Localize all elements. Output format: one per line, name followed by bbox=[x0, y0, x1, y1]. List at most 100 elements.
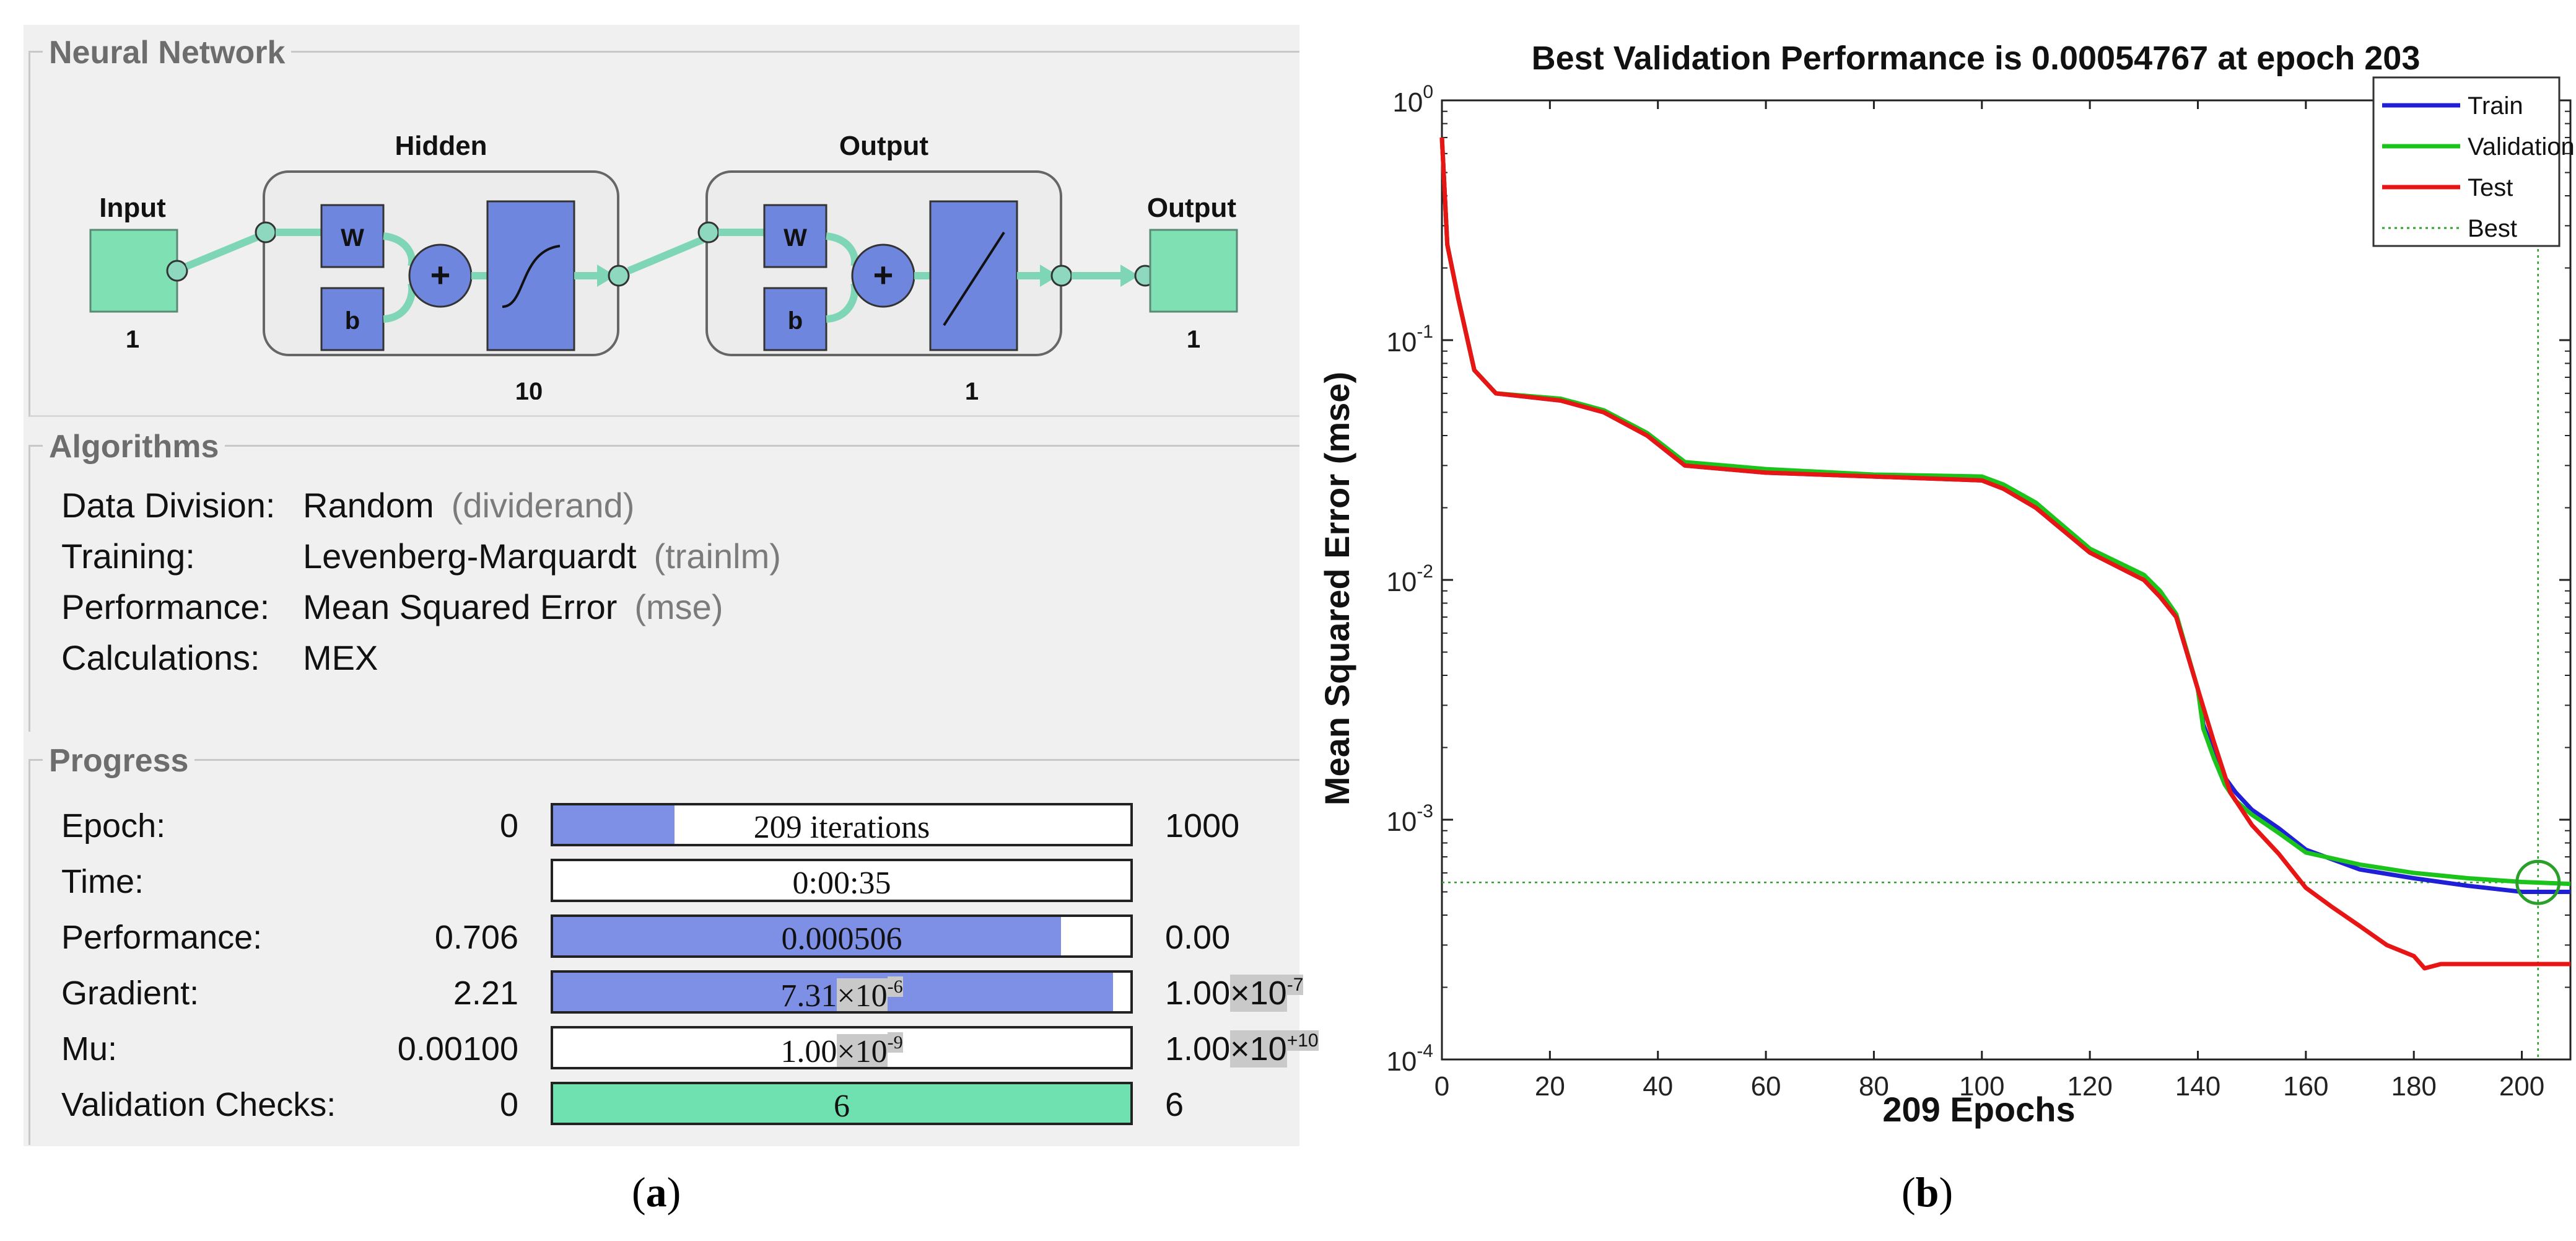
legend-label-validation: Validation bbox=[2468, 133, 2575, 160]
progress-row-epoch: Epoch: 0 209 iterations 1000 bbox=[61, 803, 1300, 851]
progress-end: 1000 bbox=[1165, 807, 1240, 844]
alg-label: Calculations: bbox=[61, 638, 260, 677]
progress-label: Mu: bbox=[61, 1030, 118, 1068]
alg-value: Random bbox=[303, 486, 434, 525]
bar-exponent: -9 bbox=[887, 1032, 903, 1053]
progress-bar-text: 6 bbox=[834, 1089, 850, 1124]
output-input-node bbox=[697, 221, 720, 243]
progress-end: 0.00 bbox=[1165, 919, 1231, 956]
alg-value: Levenberg-Marquardt bbox=[303, 537, 637, 576]
x-tick-label: 20 bbox=[1535, 1071, 1565, 1102]
hidden-b-label: b bbox=[345, 307, 360, 335]
input-label: Input bbox=[99, 193, 166, 223]
output-label: Output bbox=[1147, 193, 1237, 223]
progress-bar-text: 7.31×10-6 bbox=[553, 976, 1130, 1014]
input-node bbox=[166, 260, 188, 282]
end-exponent: -7 bbox=[1286, 975, 1304, 995]
legend-label-best: Best bbox=[2468, 215, 2517, 242]
series-line-test bbox=[1439, 137, 2570, 971]
end-base: 1.00 bbox=[1165, 1030, 1231, 1068]
hidden-input-node bbox=[255, 221, 277, 243]
progress-group: Progress Epoch: 0 209 iterations 1000 Ti… bbox=[28, 742, 1319, 1145]
bar-exponent: -6 bbox=[887, 976, 903, 997]
progress-row-mu: Mu: 0.00100 1.00×10-9 1.00×10+10 bbox=[61, 1026, 1319, 1074]
x-tick-label: 140 bbox=[2175, 1071, 2220, 1102]
caption-b: (b) bbox=[1901, 1169, 1954, 1216]
output-transfer-block bbox=[929, 200, 1018, 351]
performance-chart: Best Validation Performance is 0.0005476… bbox=[1317, 40, 2575, 1129]
x-tick-label: 60 bbox=[1751, 1071, 1781, 1102]
progress-label: Epoch: bbox=[61, 807, 166, 844]
plot-area bbox=[1441, 99, 2572, 1061]
legend-box bbox=[2372, 76, 2561, 247]
output-weight-block bbox=[763, 204, 827, 268]
hidden-output-node bbox=[608, 265, 630, 287]
x-tick-label: 0 bbox=[1434, 1071, 1449, 1102]
input-size: 1 bbox=[126, 326, 139, 353]
progress-fill bbox=[553, 973, 1114, 1011]
x-axis-label: 209 Epochs bbox=[1882, 1090, 2075, 1129]
chart-title: Best Validation Performance is 0.0005476… bbox=[1532, 40, 2421, 77]
algorithm-row-data-division: Data Division: Random (dividerand) bbox=[61, 485, 634, 525]
alg-hint: (trainlm) bbox=[653, 537, 781, 576]
progress-fill bbox=[553, 805, 675, 844]
bar-base: 7.31 bbox=[780, 978, 837, 1014]
bar-base: 1.00 bbox=[780, 1034, 837, 1069]
times-ten: ×10 bbox=[1230, 975, 1287, 1012]
y-axis-label: Mean Squared Error (mse) bbox=[1317, 372, 1356, 805]
alg-label: Data Division: bbox=[61, 486, 276, 525]
network-diagram: Input 1 Hidden W b + 10 bbox=[89, 131, 1238, 400]
neural-network-group: Neural Network Input 1 Hidden W b + bbox=[28, 34, 1299, 417]
alg-label: Performance: bbox=[61, 587, 270, 626]
caption-a-letter: a bbox=[645, 1169, 667, 1216]
hidden-transfer-block bbox=[486, 200, 575, 351]
progress-label: Performance: bbox=[61, 919, 263, 956]
y-tick-label: 10-1 bbox=[1386, 322, 1433, 357]
progress-end: 6 bbox=[1165, 1086, 1184, 1123]
progress-end: 1.00×10-7 bbox=[1165, 974, 1304, 1012]
progress-row-gradient: Gradient: 2.21 7.31×10-6 1.00×10-7 bbox=[61, 970, 1304, 1019]
algorithm-row-calculations: Calculations: MEX bbox=[61, 638, 378, 678]
progress-bar-gradient: 7.31×10-6 bbox=[551, 970, 1133, 1014]
progress-bar-time: 0:00:35 bbox=[551, 859, 1133, 902]
svg-text:+: + bbox=[873, 255, 894, 294]
progress-row-time: Time: 0:00:35 bbox=[61, 859, 1300, 907]
alg-value: MEX bbox=[303, 638, 378, 677]
times-ten: ×10 bbox=[1230, 1030, 1287, 1068]
alg-label: Training: bbox=[61, 537, 195, 576]
hidden-w-label: W bbox=[341, 224, 364, 252]
legend-label-test: Test bbox=[2468, 174, 2513, 201]
output-w-label: W bbox=[784, 224, 807, 252]
progress-end: 1.00×10+10 bbox=[1165, 1030, 1319, 1068]
progress-start: 0.00100 bbox=[397, 1030, 518, 1068]
alg-value: Mean Squared Error bbox=[303, 587, 618, 626]
best-marker bbox=[2515, 859, 2561, 905]
x-tick-label: 200 bbox=[2499, 1071, 2544, 1102]
algorithms-group: Algorithms Data Division: Random (dividera… bbox=[28, 428, 1299, 732]
alg-hint: (mse) bbox=[634, 587, 723, 626]
output-b-label: b bbox=[788, 307, 803, 335]
times-ten: ×10 bbox=[837, 978, 888, 1014]
progress-bar-text: 0.000506 bbox=[781, 921, 902, 957]
progress-bar-validation-checks: 6 bbox=[551, 1082, 1133, 1125]
algorithm-row-training: Training: Levenberg-Marquardt (trainlm) bbox=[61, 536, 781, 576]
hidden-title: Hidden bbox=[395, 131, 487, 161]
x-tick-label: 160 bbox=[2283, 1071, 2328, 1102]
x-tick-label: 100 bbox=[1959, 1071, 2004, 1102]
y-tick-label: 10-3 bbox=[1386, 801, 1433, 837]
purelin-icon bbox=[943, 231, 1005, 327]
legend-label-train: Train bbox=[2468, 92, 2523, 120]
chart-layer: 0 20 40 60 80 100 120 140 160 180 200 100 10-1 10-2 10… bbox=[1386, 76, 2575, 1102]
progress-label: Validation Checks: bbox=[61, 1086, 336, 1123]
output-block bbox=[1149, 229, 1238, 313]
x-tick-label: 80 bbox=[1859, 1071, 1889, 1102]
training-window-panel: Neural Network Input 1 Hidden W b + bbox=[24, 25, 1319, 1146]
progress-row-performance: Performance: 0.706 0.000506 0.00 bbox=[61, 914, 1300, 963]
progress-start: 2.21 bbox=[453, 975, 518, 1012]
x-tick-label: 40 bbox=[1643, 1071, 1673, 1102]
y-tick-label: 10-2 bbox=[1386, 561, 1433, 597]
algorithm-row-performance: Performance: Mean Squared Error (mse) bbox=[61, 587, 723, 627]
x-tick-label: 180 bbox=[2391, 1071, 2436, 1102]
alg-hint: (dividerand) bbox=[451, 486, 635, 525]
output-layer-node bbox=[1050, 265, 1073, 287]
